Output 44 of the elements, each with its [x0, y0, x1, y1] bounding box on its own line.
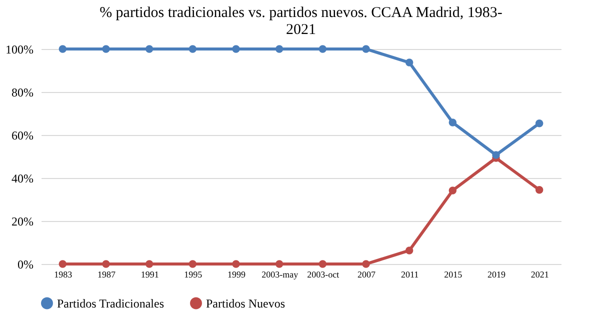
point: [405, 246, 414, 254]
point: [145, 260, 154, 268]
x-tick-label: 2007: [358, 270, 376, 280]
point: [535, 120, 544, 128]
y-tick-label: 20%: [12, 214, 34, 228]
point: [102, 260, 110, 268]
x-tick-label: 2003-oct: [307, 270, 340, 280]
point: [448, 118, 457, 126]
point: [188, 260, 197, 268]
chart-title: % partidos tradicionales vs. partidos nuevos. CCAA Madrid, 1983-2021: [100, 5, 502, 38]
x-tick-label: 2003-may: [262, 270, 299, 280]
point: [275, 260, 284, 268]
y-tick-label: 80%: [12, 86, 34, 100]
y-tick-label: 60%: [12, 128, 34, 142]
point: [535, 186, 544, 194]
x-tick-label: 2015: [444, 270, 463, 280]
point: [405, 58, 414, 66]
y-tick-label: 40%: [12, 172, 34, 186]
point: [318, 260, 327, 268]
x-tick-label: 2021: [530, 270, 549, 280]
point: [102, 45, 110, 53]
point: [492, 151, 500, 159]
x-tick-label: 1999: [228, 270, 246, 280]
point: [448, 186, 457, 194]
x-tick-label: 1987: [98, 270, 116, 280]
point: [188, 45, 197, 53]
point: [232, 260, 240, 268]
x-tick-label: 1983: [54, 270, 73, 280]
point: [232, 45, 240, 53]
y-tick-label: 100%: [6, 42, 34, 56]
point: [58, 45, 67, 53]
x-tick-label: 1991: [140, 270, 159, 280]
point: [362, 45, 370, 53]
y-tick-label: 0%: [18, 258, 34, 272]
legend-label: Partidos Nuevos: [206, 296, 286, 310]
point: [58, 260, 67, 268]
point: [145, 45, 154, 53]
point: [275, 45, 284, 53]
point: [362, 260, 370, 268]
point: [318, 45, 327, 53]
x-tick-label: 2019: [488, 270, 506, 280]
x-tick-label: 2011: [400, 270, 419, 280]
x-tick-label: 1995: [184, 270, 203, 280]
legend-label: Partidos Tradicionales: [57, 296, 164, 310]
